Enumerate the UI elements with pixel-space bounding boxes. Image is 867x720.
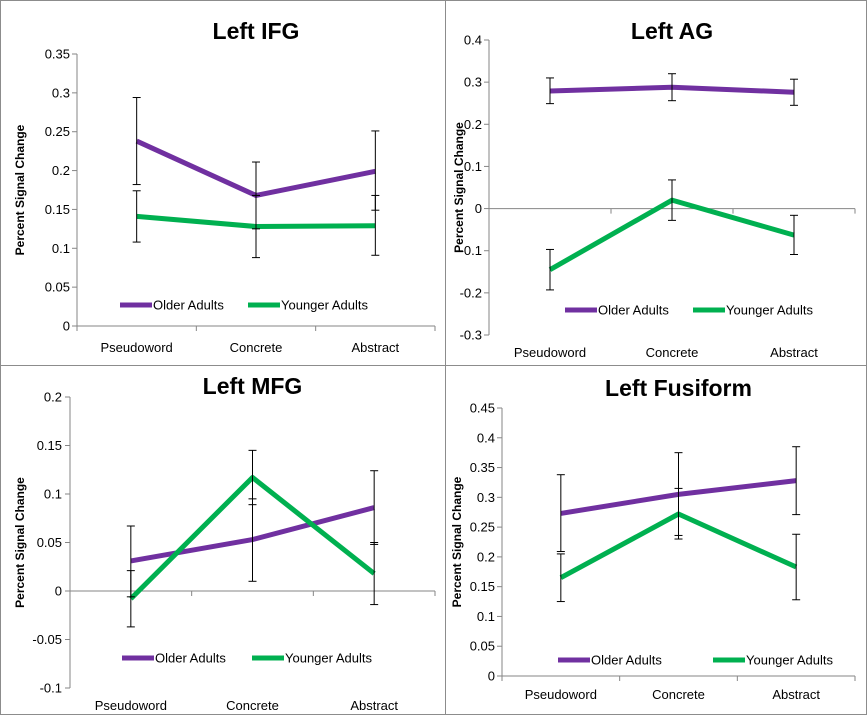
y-axis-label: Percent Signal Change: [452, 122, 466, 253]
error-bar: [132, 97, 141, 186]
charts-layer: Left IFG Percent Signal Change 0 0.05 0.1 0.1…: [13, 18, 856, 713]
y-tick-label: 0.2: [52, 163, 70, 178]
y-tick-label: 0.2: [44, 390, 62, 405]
y-tick-label: 0.35: [45, 47, 70, 62]
error-bar: [674, 487, 683, 540]
error-bar: [792, 533, 801, 601]
error-bar: [668, 179, 676, 221]
chart-title: Left Fusiform: [605, 375, 752, 401]
error-bar: [790, 78, 798, 106]
error-bar: [126, 570, 135, 628]
legend-item: Younger Adults: [252, 651, 372, 666]
y-tick-label: 0.1: [477, 609, 495, 624]
y-tick-label: 0.15: [37, 438, 62, 453]
legend-label: Older Adults: [153, 298, 224, 313]
legend-item: Older Adults: [122, 651, 226, 666]
y-tick-label: 0: [63, 319, 70, 334]
y-tick-label: 0.2: [477, 549, 495, 564]
error-bar: [668, 73, 676, 102]
x-tick-label: Pseudoword: [95, 698, 167, 713]
y-tick-label: -0.1: [40, 681, 62, 696]
error-bar: [132, 190, 141, 243]
y-tick-label: 0.15: [45, 202, 70, 217]
y-tick-label: 0.25: [470, 520, 495, 535]
y-axis-label: Percent Signal Change: [450, 476, 464, 607]
y-tick-label: 0.25: [45, 124, 70, 139]
legend-item: Older Adults: [558, 653, 662, 668]
x-tick-label: Pseudoword: [514, 345, 586, 360]
chart-title: Left AG: [631, 18, 713, 44]
error-bar: [371, 194, 380, 256]
legend-label: Younger Adults: [281, 298, 368, 313]
y-tick-label: 0.1: [464, 159, 482, 174]
chart-panel-4: Left Fusiform Percent Signal Change 0 0.05 0…: [450, 375, 856, 702]
x-tick-label: Pseudoword: [525, 687, 597, 702]
x-tick-label: Abstract: [772, 687, 820, 702]
x-tick-label: Abstract: [770, 345, 818, 360]
y-axis-label: Percent Signal Change: [13, 477, 27, 608]
x-tick-label: Pseudoword: [101, 340, 173, 355]
error-bar: [370, 542, 379, 606]
panel-frame-left-mfg: [0, 365, 446, 715]
chart-panel-3: Left MFG Percent Signal Change -0.1 -0.05 0 0…: [13, 373, 436, 713]
legend-label: Older Adults: [155, 651, 226, 666]
error-bar: [248, 449, 257, 506]
y-tick-label: 0.3: [477, 490, 495, 505]
y-axis-label: Percent Signal Change: [13, 124, 27, 255]
error-bar: [556, 474, 565, 553]
legend-label: Older Adults: [598, 303, 669, 318]
x-tick-label: Concrete: [652, 687, 705, 702]
y-tick-label: -0.2: [460, 285, 482, 300]
y-tick-label: 0.3: [52, 85, 70, 100]
legend-item: Older Adults: [120, 298, 224, 313]
y-tick-label: 0.05: [37, 535, 62, 550]
y-tick-label: 0.35: [470, 460, 495, 475]
error-bar: [546, 77, 554, 105]
error-bar: [792, 446, 801, 516]
legend-item: Younger Adults: [713, 653, 833, 668]
x-tick-label: Concrete: [226, 698, 279, 713]
y-tick-label: 0.45: [470, 401, 495, 416]
panel-frame-left-ag: [445, 0, 867, 366]
y-tick-label: 0.4: [464, 33, 482, 48]
error-bar: [546, 248, 554, 291]
y-tick-label: 0.05: [470, 639, 495, 654]
legend-label: Younger Adults: [726, 303, 813, 318]
chart-panel-2: Left AG Percent Signal Change -0.3 -0.2 -0.1…: [452, 18, 856, 360]
y-tick-label: 0.1: [44, 487, 62, 502]
y-tick-label: 0.4: [477, 430, 495, 445]
y-tick-label: 0.2: [464, 117, 482, 132]
y-tick-label: 0.15: [470, 579, 495, 594]
y-tick-label: 0.05: [45, 280, 70, 295]
legend-label: Younger Adults: [285, 651, 372, 666]
chart-title: Left MFG: [203, 373, 303, 399]
chart-title: Left IFG: [213, 18, 300, 44]
x-tick-label: Abstract: [350, 698, 398, 713]
y-tick-label: 0: [475, 201, 482, 216]
error-bar: [252, 194, 260, 259]
y-tick-label: 0: [55, 584, 62, 599]
error-bar: [556, 553, 565, 603]
legend-label: Younger Adults: [746, 653, 833, 668]
legend-item: Older Adults: [565, 303, 669, 318]
y-tick-label: -0.05: [32, 632, 62, 647]
x-tick-label: Abstract: [351, 340, 399, 355]
x-tick-label: Concrete: [646, 345, 699, 360]
legend-label: Older Adults: [591, 653, 662, 668]
y-tick-label: 0.1: [52, 241, 70, 256]
chart-panel-1: Left IFG Percent Signal Change 0 0.05 0.1 0.1…: [13, 18, 436, 355]
error-bar: [790, 214, 798, 256]
legend-item: Younger Adults: [693, 303, 813, 318]
y-tick-label: -0.1: [460, 243, 482, 258]
y-tick-label: 0: [488, 669, 495, 684]
legend-item: Younger Adults: [248, 298, 368, 313]
x-tick-label: Concrete: [230, 340, 283, 355]
y-tick-label: -0.3: [460, 328, 482, 343]
y-tick-label: 0.3: [464, 75, 482, 90]
